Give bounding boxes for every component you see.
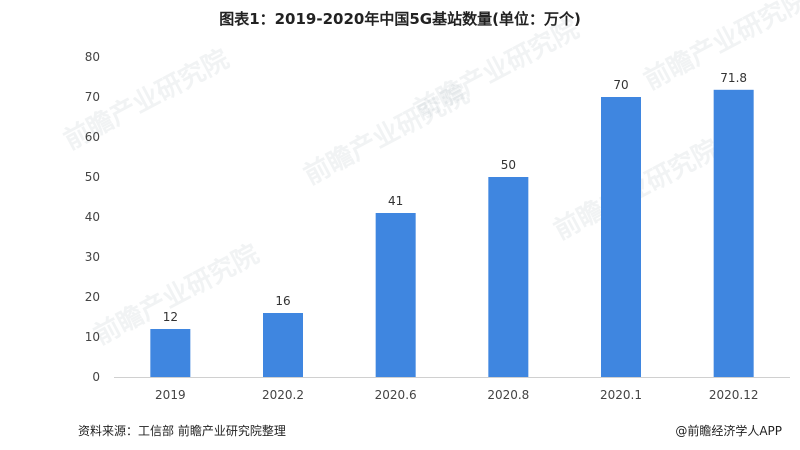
- y-tick-label: 60: [85, 130, 100, 144]
- value-label: 70: [613, 78, 628, 92]
- credit-note: @前瞻经济学人APP: [675, 424, 782, 438]
- x-tick-label: 2020.1: [600, 388, 642, 402]
- watermark-text: 前瞻产业研究院: [409, 13, 584, 126]
- bars: [150, 89, 754, 378]
- bar: [488, 177, 529, 377]
- y-tick-label: 70: [85, 90, 100, 104]
- x-axis: 2019 2020.2 2020.6 2020.8 2020.1 2020.12: [114, 377, 790, 402]
- x-tick-label: 2020.2: [262, 388, 304, 402]
- bar: [601, 97, 641, 377]
- value-label: 50: [501, 158, 516, 172]
- value-labels: 12 16 41 50 70 71.8: [163, 71, 747, 324]
- chart-title: 图表1：2019-2020年中国5G基站数量(单位：万个): [219, 10, 581, 28]
- y-tick-label: 0: [92, 370, 100, 384]
- bar: [375, 213, 416, 377]
- x-tick-label: 2020.12: [709, 388, 759, 402]
- value-label: 71.8: [720, 71, 747, 85]
- bar: [263, 313, 303, 377]
- x-tick-label: 2020.8: [487, 388, 529, 402]
- x-tick-label: 2019: [155, 388, 186, 402]
- watermarks: 前瞻产业研究院前瞻产业研究院前瞻产业研究院前瞻产业研究院前瞻产业研究院前瞻产业研…: [59, 0, 800, 351]
- value-label: 41: [388, 194, 403, 208]
- y-tick-label: 50: [85, 170, 100, 184]
- y-axis: 0 10 20 30 40 50 60 70 80: [85, 50, 100, 384]
- bar: [713, 89, 754, 378]
- value-label: 12: [163, 310, 178, 324]
- source-note: 资料来源：工信部 前瞻产业研究院整理: [78, 424, 286, 438]
- y-tick-label: 10: [85, 330, 100, 344]
- value-label: 16: [275, 294, 290, 308]
- y-tick-label: 30: [85, 250, 100, 264]
- bar: [150, 329, 191, 377]
- y-tick-label: 80: [85, 50, 100, 64]
- y-tick-label: 20: [85, 290, 100, 304]
- y-tick-label: 40: [85, 210, 100, 224]
- x-tick-label: 2020.6: [375, 388, 417, 402]
